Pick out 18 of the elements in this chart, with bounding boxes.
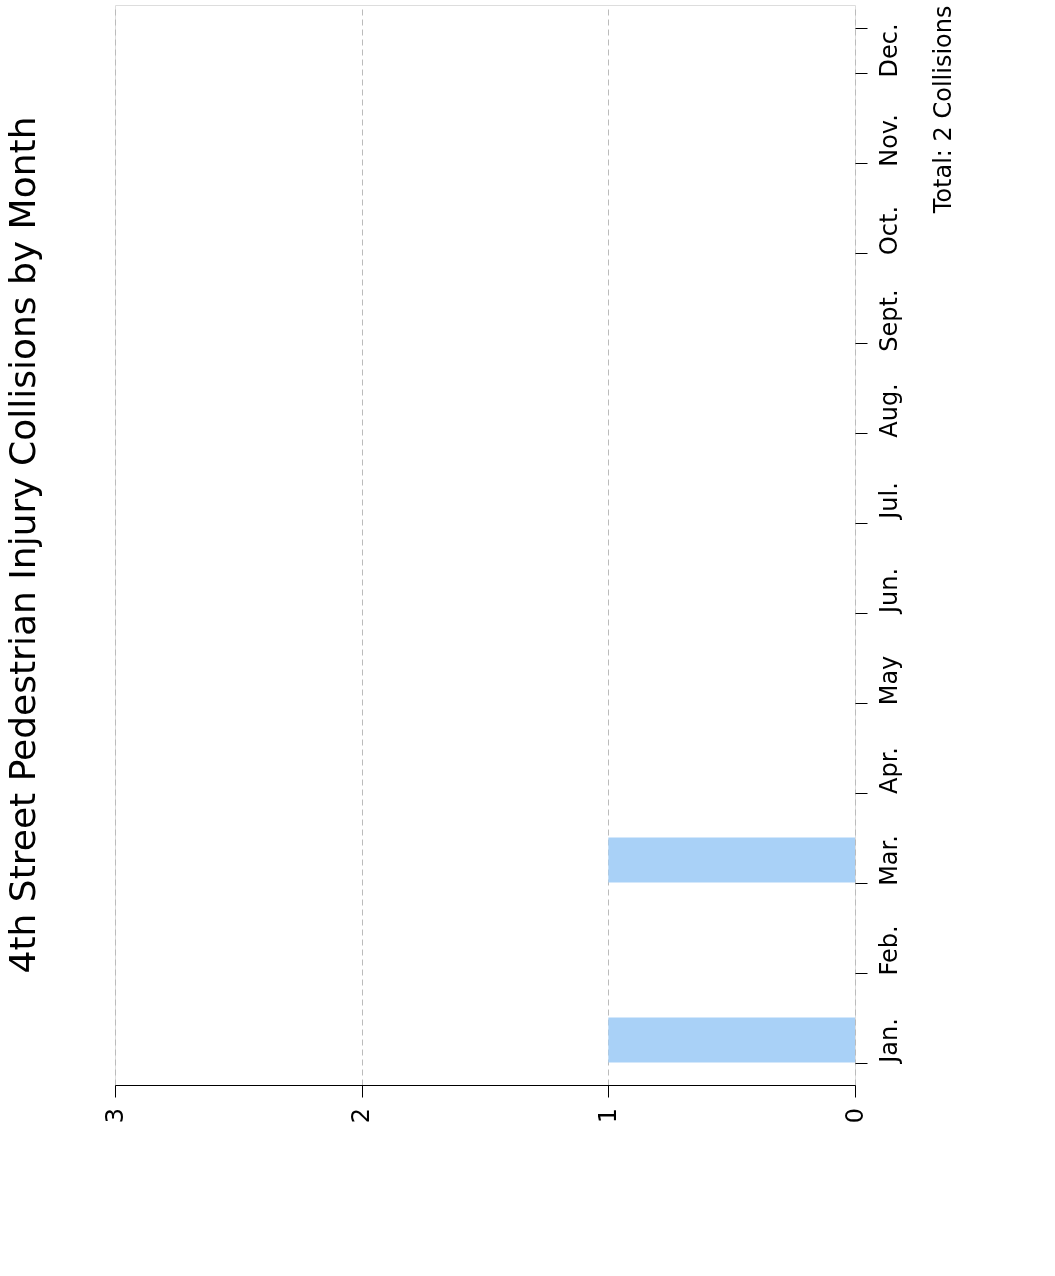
y-tick-label: Mar.	[874, 835, 903, 886]
y-tick-label: Dec.	[874, 23, 903, 78]
y-axis-title: Total: 2 Collisions	[928, 5, 957, 215]
text: 4th Street Pedestrian Injury Collisions by Month	[2, 116, 43, 974]
y-tick-label: Oct.	[874, 205, 903, 256]
y-tick-label: Sept.	[874, 289, 903, 352]
y-tick-label: Feb.	[874, 925, 903, 976]
y-tick-label: Nov.	[874, 114, 903, 167]
x-tick-label: 1	[593, 1107, 622, 1124]
y-tick-label: Jul.	[874, 482, 903, 521]
y-tick-label: Aug.	[874, 383, 903, 438]
y-tick-label: Jun.	[874, 567, 903, 616]
y-tick-label: Jan.	[874, 1018, 903, 1065]
y-tick-label: May	[874, 655, 903, 706]
x-tick-label: 2	[347, 1107, 376, 1124]
y-tick-label: Apr.	[874, 747, 903, 794]
x-tick-label: 3	[100, 1107, 129, 1124]
x-tick-label: 0	[840, 1107, 869, 1124]
